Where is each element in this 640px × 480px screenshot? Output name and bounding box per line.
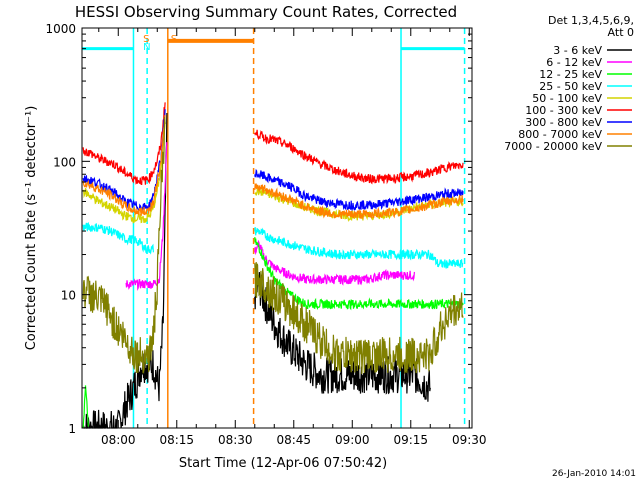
series-line-100-300-kev: [82, 102, 464, 185]
legend-label-3-6-kev: 3 - 6 keV: [553, 44, 602, 57]
marker-label-1: N: [143, 42, 150, 53]
y-tick-label: 100: [53, 155, 76, 169]
marker-label-0: S: [143, 34, 149, 45]
legend-label-7000-20000-kev: 7000 - 20000 keV: [504, 140, 602, 153]
y-tick-label: 10: [61, 289, 76, 303]
series-line-7000-20000-kev: [82, 116, 464, 375]
legend-label-100-300-kev: 100 - 300 keV: [525, 104, 602, 117]
y-axis-label: Corrected Count Rate (s⁻¹ detector⁻¹): [24, 106, 39, 351]
series-line-300-800-kev: [82, 109, 464, 212]
x-tick-label: 08:30: [218, 433, 253, 447]
series-line-25-50-kev: [82, 222, 464, 269]
x-axis-label: Start Time (12-Apr-06 07:50:42): [179, 456, 387, 471]
axis-ticks: 08:00 08:15 08:30 08:45 09:00 09:15 09:30 1 10 10…: [45, 22, 486, 447]
x-tick-label: 09:30: [452, 433, 487, 447]
y-tick-label: 1000: [45, 22, 76, 36]
series-line-800-7000-kev: [82, 114, 464, 220]
legend-label-800-7000-kev: 800 - 7000 keV: [518, 128, 602, 141]
chart-title: HESSI Observing Summary Count Rates, Cor…: [75, 3, 457, 21]
y-tick-label: 1: [68, 422, 76, 436]
x-tick-label: 08:00: [101, 433, 136, 447]
plot-frame: [81, 27, 473, 429]
x-tick-label: 09:15: [393, 433, 428, 447]
footer-date: 26-Jan-2010 14:01: [552, 469, 636, 479]
legend-header: Att 0: [608, 26, 634, 39]
x-tick-label: 08:15: [159, 433, 194, 447]
attenuator-state: [82, 38, 465, 51]
series-line-12-25-kev: [82, 237, 464, 428]
legend-label-6-12-kev: 6 - 12 keV: [546, 56, 602, 69]
series-line-6-12-kev: [125, 142, 415, 291]
legend-label-12-25-kev: 12 - 25 keV: [539, 68, 602, 81]
series-lines: [82, 102, 464, 429]
x-tick-label: 08:45: [276, 433, 311, 447]
x-tick-label: 09:00: [335, 433, 370, 447]
legend-header: Det 1,3,4,5,6,9,: [548, 14, 634, 27]
legend-label-300-800-kev: 300 - 800 keV: [525, 116, 602, 129]
legend-label-50-100-kev: 50 - 100 keV: [532, 92, 602, 105]
legend-label-25-50-kev: 25 - 50 keV: [539, 80, 602, 93]
